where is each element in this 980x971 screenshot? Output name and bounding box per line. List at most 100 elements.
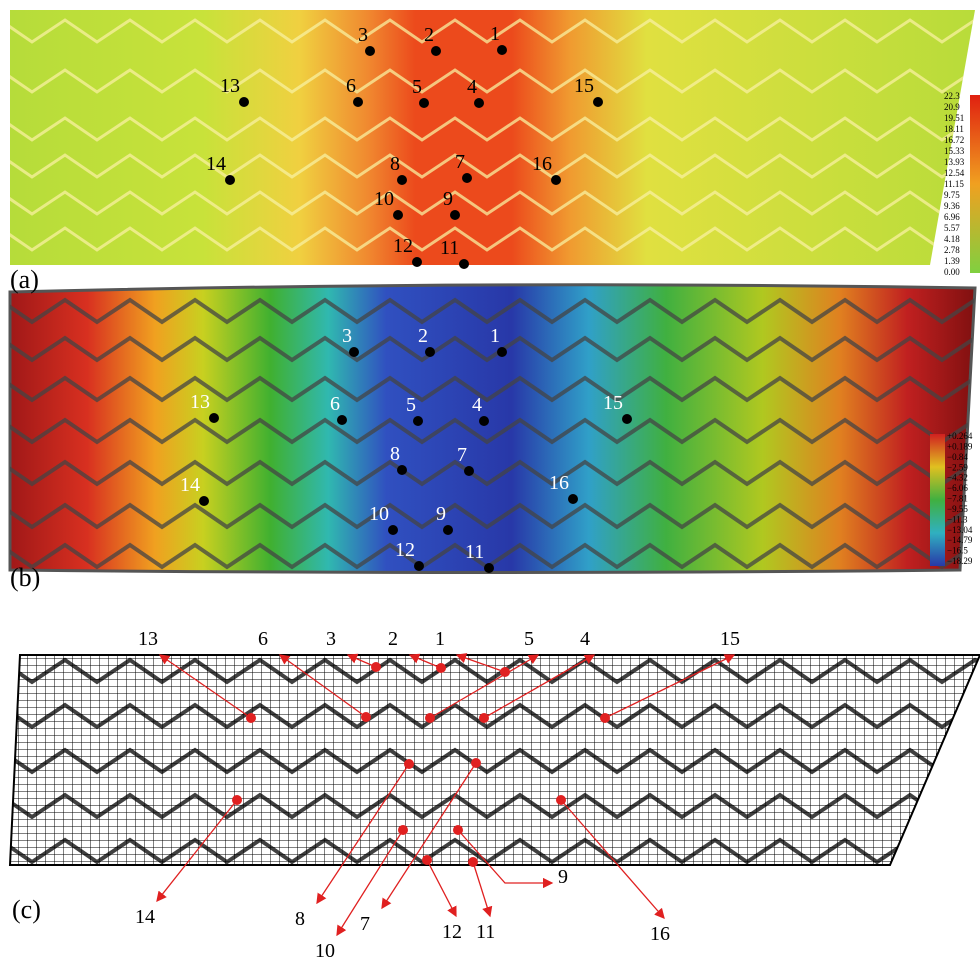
- point-label: 6: [330, 393, 340, 415]
- measure-point: [232, 795, 242, 805]
- point-label: 4: [580, 628, 590, 650]
- colorbar-label: +0.189: [947, 441, 973, 451]
- point-label: 13: [190, 391, 210, 413]
- point-label: 15: [720, 628, 740, 650]
- point-label: 14: [135, 906, 155, 928]
- point-label: 4: [467, 76, 477, 98]
- colorbar-label: 15.33: [944, 146, 965, 156]
- leader-arrow: [427, 860, 456, 916]
- measure-point: [479, 416, 489, 426]
- colorbar: [930, 434, 945, 566]
- point-label: 12: [393, 235, 413, 257]
- colorbar-label: 6.96: [944, 212, 960, 222]
- point-label: 2: [424, 24, 434, 46]
- measure-point: [453, 825, 463, 835]
- measure-point: [436, 663, 446, 673]
- figure: (a)(b)(c)1234567891011121314151612345678…: [0, 0, 980, 971]
- colorbar-label: −0.84: [947, 452, 968, 462]
- panel-label: (c): [12, 895, 41, 924]
- measure-point: [593, 97, 603, 107]
- colorbar-label: −4.32: [947, 473, 968, 483]
- colorbar-label: 1.39: [944, 256, 960, 266]
- measure-point: [422, 855, 432, 865]
- measure-point: [484, 563, 494, 573]
- measure-point: [353, 97, 363, 107]
- colorbar-label: 12.54: [944, 168, 965, 178]
- measure-point: [600, 713, 610, 723]
- colorbar-label: 4.18: [944, 234, 960, 244]
- measure-point: [414, 561, 424, 571]
- measure-point: [622, 414, 632, 424]
- colorbar-label: 11.15: [944, 179, 964, 189]
- point-label: 10: [315, 940, 335, 962]
- measure-point: [459, 259, 469, 269]
- measure-point: [246, 713, 256, 723]
- colorbar-label: 18.11: [944, 124, 964, 134]
- point-label: 11: [440, 237, 459, 259]
- point-label: 9: [436, 503, 446, 525]
- point-label: 3: [326, 628, 336, 650]
- point-label: 16: [650, 923, 670, 945]
- point-label: 6: [258, 628, 268, 650]
- point-label: 8: [390, 443, 400, 465]
- measure-point: [425, 347, 435, 357]
- point-label: 3: [358, 24, 368, 46]
- colorbar-label: 5.57: [944, 223, 960, 233]
- measure-point: [209, 413, 219, 423]
- point-label: 10: [369, 503, 389, 525]
- point-label: 15: [574, 75, 594, 97]
- measure-point: [371, 662, 381, 672]
- point-label: 1: [490, 325, 500, 347]
- point-label: 16: [532, 153, 552, 175]
- colorbar-label: −16.5: [947, 546, 968, 556]
- point-label: 14: [180, 474, 200, 496]
- measure-point: [462, 173, 472, 183]
- panel-label: (a): [10, 265, 39, 294]
- point-label: 13: [138, 628, 158, 650]
- point-label: 2: [418, 325, 428, 347]
- panel-c: [0, 655, 980, 865]
- measure-point: [556, 795, 566, 805]
- point-label: 8: [390, 153, 400, 175]
- colorbar-label: −11.3: [947, 514, 968, 524]
- measure-point: [337, 415, 347, 425]
- colorbar-label: 0.00: [944, 267, 960, 277]
- measure-point: [393, 210, 403, 220]
- point-label: 1: [490, 23, 500, 45]
- mesh: [10, 655, 980, 865]
- point-label: 5: [406, 394, 416, 416]
- colorbar-label: 22.3: [944, 91, 960, 101]
- measure-point: [199, 496, 209, 506]
- measure-point: [397, 175, 407, 185]
- point-label: 5: [524, 628, 534, 650]
- point-label: 9: [443, 188, 453, 210]
- point-label: 2: [388, 628, 398, 650]
- colorbar-label: −2.59: [947, 462, 968, 472]
- measure-point: [468, 857, 478, 867]
- colorbar-label: 9.75: [944, 190, 960, 200]
- colorbar-label: −18.29: [947, 556, 973, 566]
- measure-point: [349, 347, 359, 357]
- measure-point: [239, 97, 249, 107]
- point-label: 12: [395, 539, 415, 561]
- point-label: 7: [455, 151, 465, 173]
- point-label: 1: [435, 628, 445, 650]
- measure-point: [413, 416, 423, 426]
- measure-point: [471, 758, 481, 768]
- measure-point: [474, 98, 484, 108]
- point-label: 11: [465, 541, 484, 563]
- colorbar-label: 13.93: [944, 157, 965, 167]
- measure-point: [425, 713, 435, 723]
- point-label: 7: [457, 444, 467, 466]
- colorbar-label: −13.04: [947, 525, 973, 535]
- point-label: 4: [472, 394, 482, 416]
- point-label: 6: [346, 75, 356, 97]
- point-label: 7: [360, 913, 370, 935]
- colorbar-label: 16.72: [944, 135, 964, 145]
- measure-point: [412, 257, 422, 267]
- measure-point: [497, 347, 507, 357]
- measure-point: [404, 759, 414, 769]
- point-label: 5: [412, 76, 422, 98]
- colorbar-label: 9.36: [944, 201, 960, 211]
- measure-point: [568, 494, 578, 504]
